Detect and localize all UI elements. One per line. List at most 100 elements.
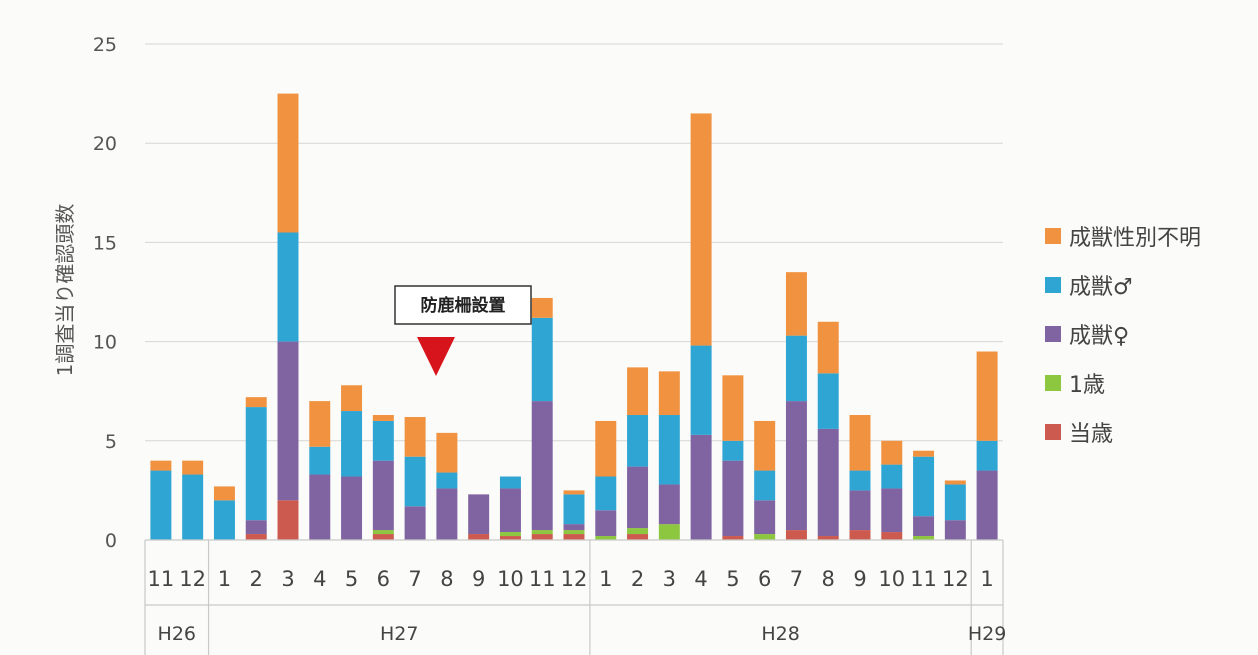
x-tick-label: 12: [179, 567, 206, 591]
bar-segment: [722, 536, 744, 540]
bar-segment: [309, 401, 331, 447]
x-tick-label: 7: [790, 567, 803, 591]
annotation-box: [394, 285, 532, 325]
bar-segment: [277, 93, 299, 233]
bar-segment: [182, 460, 204, 475]
x-tick-label: 12: [942, 567, 969, 591]
bar-segment: [499, 488, 521, 533]
bar-segment: [150, 460, 172, 471]
bar-segment: [690, 345, 712, 435]
bar-segment: [341, 476, 363, 540]
bar-segment: [372, 415, 394, 421]
bar-segment: [309, 474, 331, 540]
bar-segment: [785, 335, 807, 402]
bar-segment: [754, 534, 776, 540]
y-tick-label: 5: [105, 431, 117, 453]
legend-swatch: [1045, 326, 1061, 342]
bar-segment: [722, 440, 744, 461]
bar-segment: [944, 480, 966, 485]
bar-segment: [881, 532, 903, 540]
bar-segment: [627, 415, 649, 467]
bar-segment: [531, 401, 553, 531]
y-tick-label: 25: [93, 34, 117, 56]
bar-segment: [468, 534, 490, 540]
bar-segment: [182, 474, 204, 540]
legend-swatch: [1045, 424, 1061, 440]
x-tick-label: 4: [313, 567, 326, 591]
x-tick-label: 11: [529, 567, 556, 591]
x-tick-label: 1: [218, 567, 231, 591]
bar-segment: [499, 536, 521, 540]
bar-segment: [213, 486, 235, 501]
bar-segment: [563, 490, 585, 495]
legend-label: 成獣♀: [1069, 324, 1129, 349]
bar-segment: [595, 420, 617, 477]
y-tick-label: 15: [93, 232, 117, 254]
bar-segment: [595, 510, 617, 537]
x-tick-label: 9: [853, 567, 866, 591]
bar-segment: [436, 472, 458, 489]
year-label: H29: [968, 623, 1006, 645]
bar-segment: [531, 534, 553, 540]
bar-segment: [817, 373, 839, 429]
year-label: H28: [761, 623, 799, 645]
bar-segment: [341, 411, 363, 477]
bar-segment: [849, 470, 871, 491]
legend-swatch: [1045, 228, 1061, 244]
bar-segment: [658, 371, 680, 416]
bar-segment: [913, 536, 935, 540]
bar-segment: [976, 440, 998, 471]
bar-segment: [372, 420, 394, 461]
bars: [150, 93, 998, 540]
bar-segment: [436, 432, 458, 473]
x-tick-label: 11: [148, 567, 175, 591]
year-label: H26: [158, 623, 196, 645]
bar-segment: [372, 460, 394, 531]
bar-segment: [658, 524, 680, 540]
y-axis-label: 1調査当り確認頭数: [53, 204, 77, 377]
bar-segment: [785, 530, 807, 540]
bar-segment: [531, 297, 553, 318]
bar-segment: [277, 341, 299, 501]
bar-segment: [913, 456, 935, 517]
bar-segment: [722, 460, 744, 537]
bar-segment: [658, 484, 680, 525]
bar-segment: [372, 530, 394, 535]
x-tick-label: 4: [694, 567, 707, 591]
legend-label: 成獣♂: [1069, 275, 1133, 300]
x-tick-label: 11: [910, 567, 937, 591]
bar-segment: [849, 415, 871, 471]
year-label: H27: [380, 623, 418, 645]
x-tick-label: 2: [631, 567, 644, 591]
x-tick-label: 1: [980, 567, 993, 591]
bar-segment: [754, 420, 776, 471]
bar-segment: [372, 534, 394, 540]
bar-segment: [531, 530, 553, 535]
x-tick-label: 10: [878, 567, 905, 591]
bar-segment: [817, 321, 839, 374]
bar-segment: [309, 446, 331, 475]
bar-segment: [690, 113, 712, 346]
bar-segment: [627, 534, 649, 540]
bar-segment: [849, 490, 871, 531]
bar-segment: [245, 520, 267, 535]
legend-swatch: [1045, 277, 1061, 293]
legend-label: 成獣性別不明: [1069, 226, 1201, 251]
bar-segment: [881, 440, 903, 465]
bar-segment: [277, 232, 299, 342]
bar-segment: [817, 536, 839, 540]
legend-label: 当歳: [1069, 422, 1113, 447]
x-tick-label: 5: [726, 567, 739, 591]
x-tick-label: 9: [472, 567, 485, 591]
x-tick-label: 12: [561, 567, 588, 591]
bar-segment: [213, 500, 235, 540]
bar-segment: [785, 401, 807, 531]
annotation: 防鹿柵設置: [394, 285, 532, 376]
bar-segment: [404, 456, 426, 507]
bar-segment: [754, 500, 776, 535]
bar-segment: [976, 470, 998, 540]
bar-segment: [785, 272, 807, 336]
